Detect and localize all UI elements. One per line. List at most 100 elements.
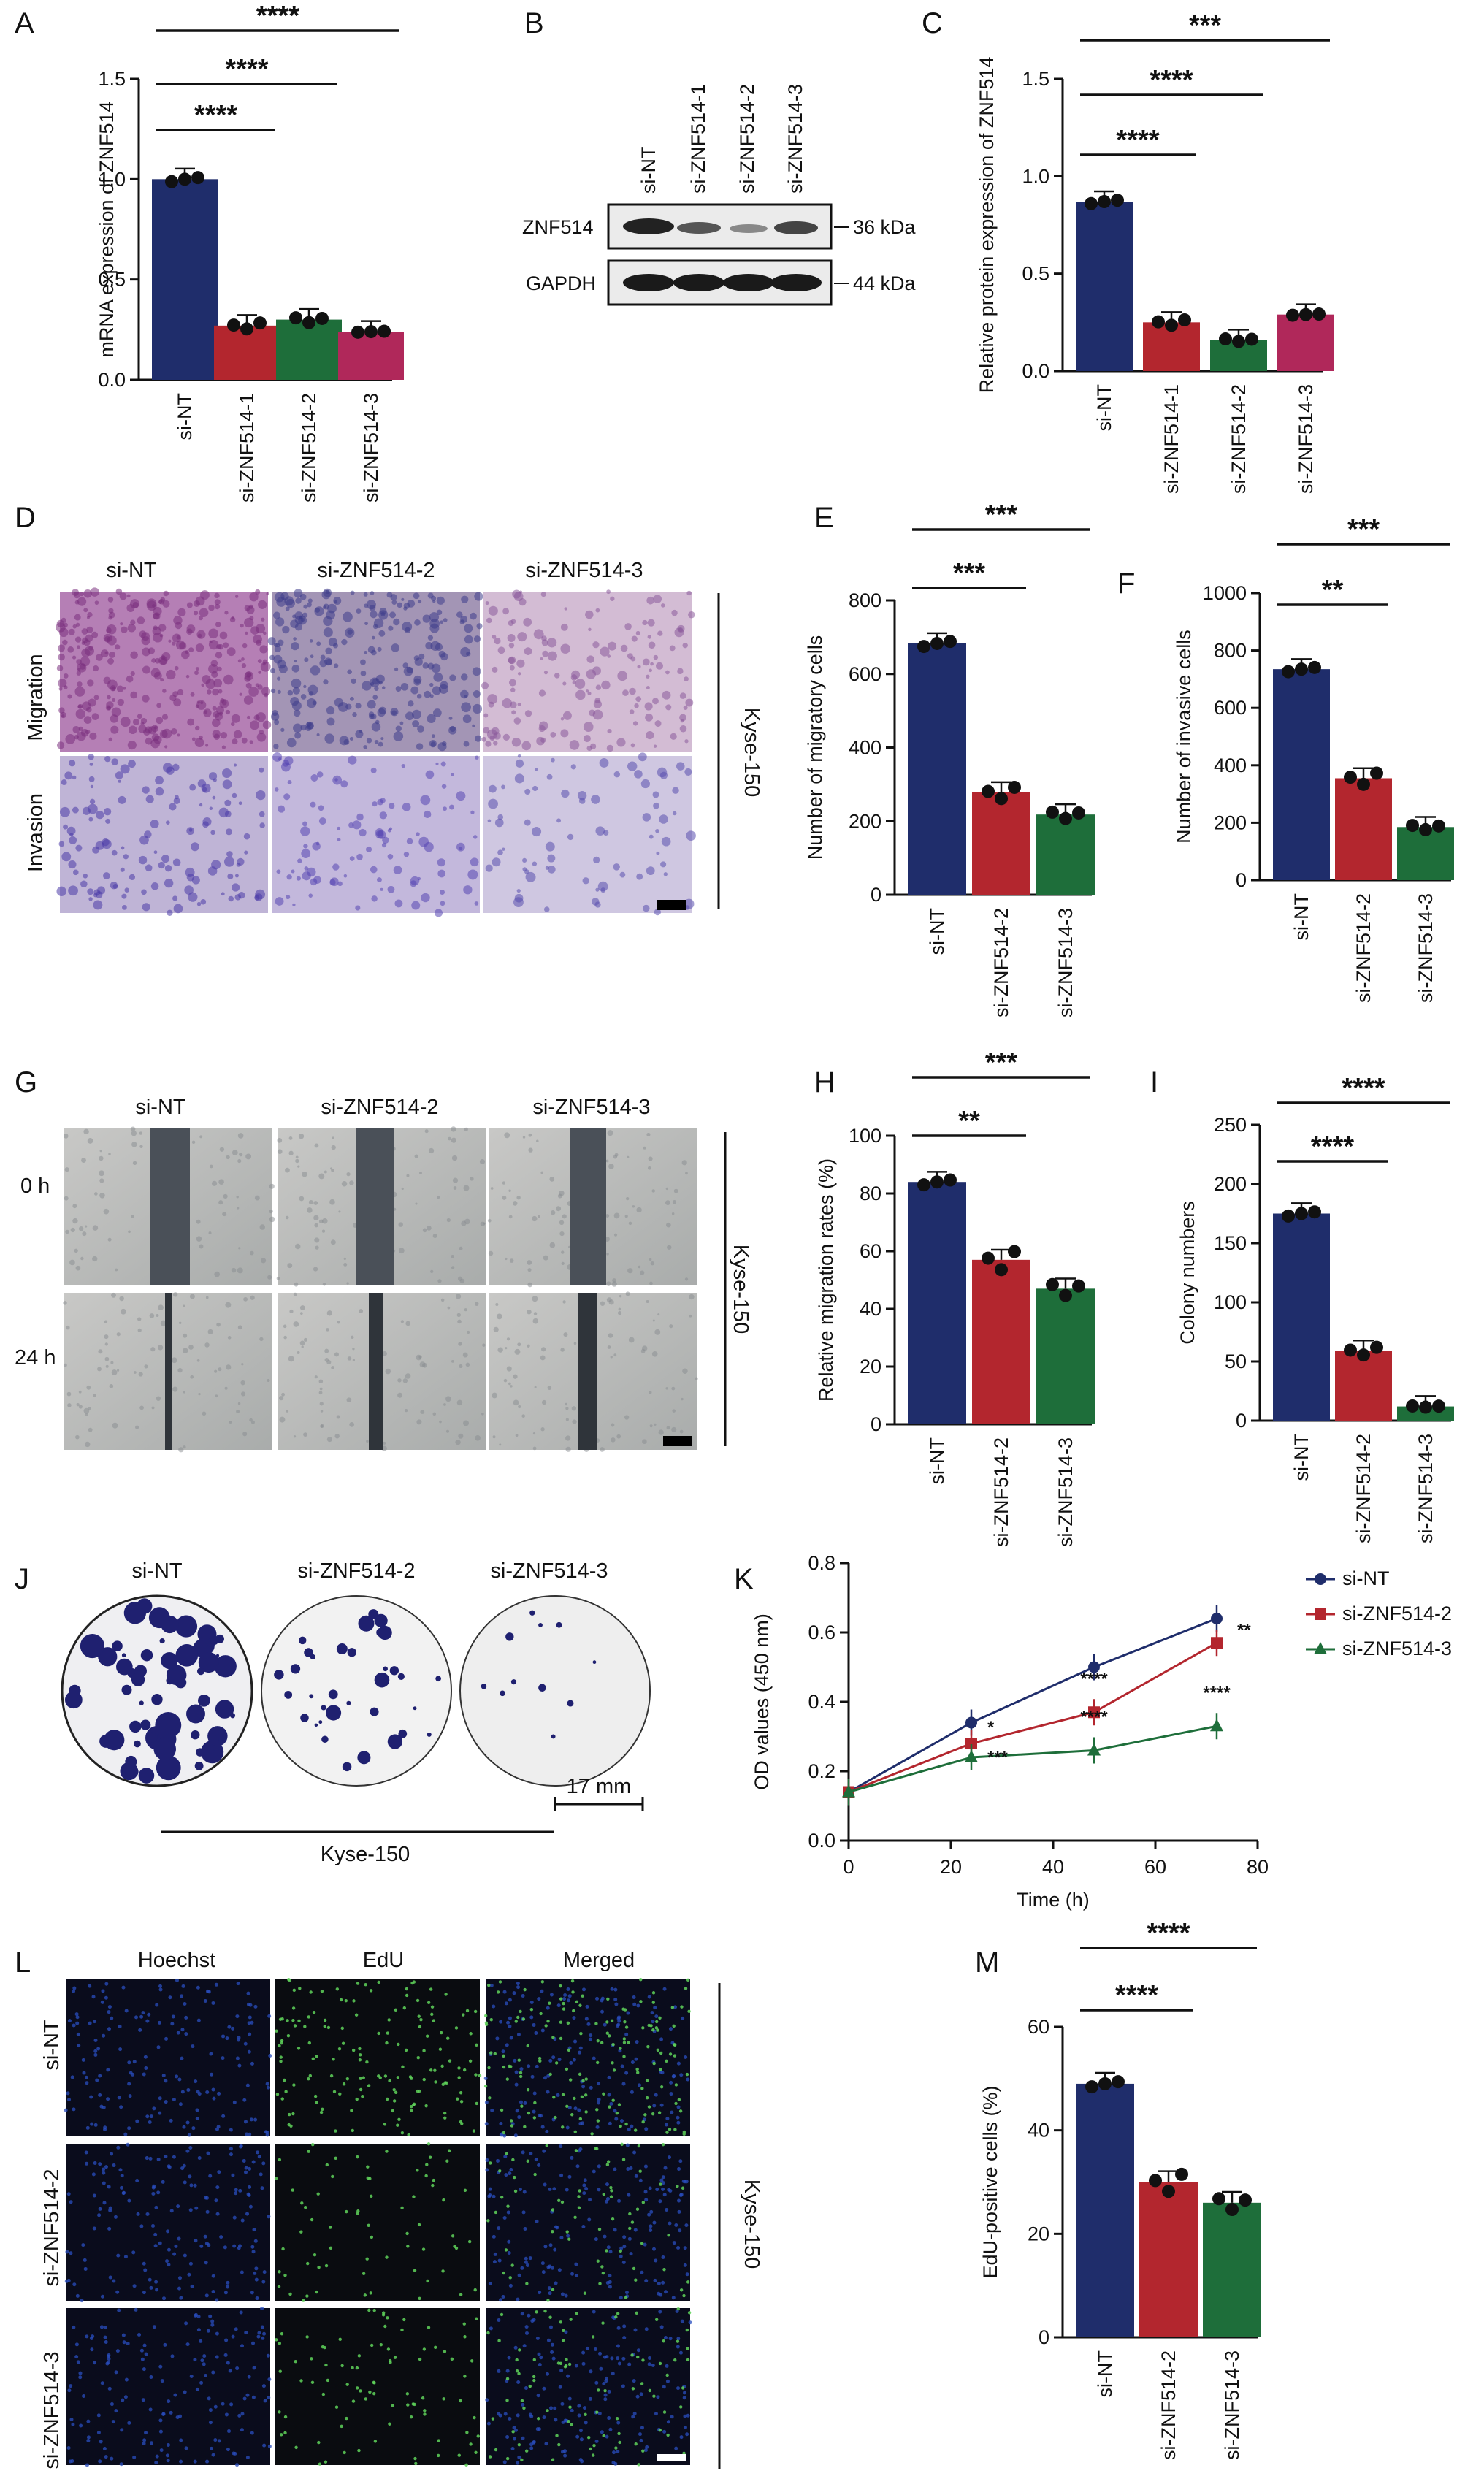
edu-nucleus bbox=[275, 2029, 278, 2033]
nucleus bbox=[542, 2386, 546, 2391]
data-point bbox=[1295, 662, 1308, 676]
cell-spot bbox=[412, 719, 420, 727]
edu-nucleus bbox=[627, 2041, 630, 2044]
edu-nucleus bbox=[489, 2051, 493, 2055]
nucleus bbox=[567, 2396, 572, 2401]
blot-label-znf514: ZNF514 bbox=[522, 216, 594, 238]
cell-spot bbox=[397, 1392, 403, 1398]
cell-spot bbox=[109, 1384, 114, 1388]
nucleus bbox=[249, 2117, 253, 2122]
cell-spot bbox=[274, 719, 280, 725]
cell-spot bbox=[201, 683, 204, 687]
edu-nucleus bbox=[425, 2163, 429, 2166]
edu-nucleus bbox=[356, 2209, 360, 2213]
edu-nucleus bbox=[397, 2117, 401, 2121]
nucleus bbox=[124, 2009, 129, 2013]
nucleus bbox=[172, 2155, 176, 2159]
edu-nucleus bbox=[527, 2111, 531, 2115]
cell-spot bbox=[185, 650, 189, 654]
nucleus bbox=[244, 2331, 248, 2335]
cell-spot bbox=[607, 729, 612, 734]
nucleus bbox=[499, 2298, 503, 2302]
nucleus bbox=[138, 2028, 142, 2032]
cell-spot bbox=[472, 724, 475, 727]
cell-spot bbox=[416, 694, 422, 699]
edu-nucleus bbox=[500, 2312, 504, 2317]
series-line bbox=[848, 1724, 1217, 1793]
nucleus bbox=[251, 2395, 256, 2399]
y-tick-label: 20 bbox=[1028, 2223, 1049, 2245]
cell-spot bbox=[356, 608, 362, 614]
nucleus bbox=[102, 2201, 107, 2205]
cell-spot bbox=[524, 788, 531, 795]
cell-spot bbox=[367, 700, 376, 709]
cell-spot bbox=[504, 1132, 510, 1139]
cell-spot bbox=[463, 741, 470, 747]
cell-spot bbox=[572, 1419, 577, 1424]
edu-nucleus bbox=[293, 2024, 297, 2028]
nucleus bbox=[242, 2158, 246, 2163]
cell-spot bbox=[502, 1181, 506, 1185]
edu-nucleus bbox=[494, 2210, 498, 2215]
edu-nucleus bbox=[641, 2120, 645, 2124]
edu-nucleus bbox=[355, 2097, 359, 2101]
edu-nucleus bbox=[357, 2354, 362, 2358]
edu-nucleus bbox=[620, 2142, 624, 2147]
data-point bbox=[1175, 2167, 1188, 2181]
d-invasion-si-3 bbox=[483, 756, 692, 913]
cell-spot bbox=[130, 619, 136, 625]
cell-spot bbox=[532, 1215, 538, 1222]
nucleus bbox=[169, 2410, 173, 2415]
cell-spot bbox=[83, 608, 88, 613]
edu-nucleus bbox=[605, 2163, 610, 2166]
colony bbox=[156, 1755, 181, 1781]
cell-spot bbox=[371, 895, 378, 902]
cell-spot bbox=[395, 686, 402, 692]
series-marker bbox=[842, 1784, 855, 1798]
sig-label: *** bbox=[987, 1748, 1009, 1768]
cell-spot bbox=[131, 1142, 137, 1147]
edu-nucleus bbox=[334, 2129, 337, 2133]
colony bbox=[218, 1738, 223, 1742]
cell-spot bbox=[443, 618, 448, 622]
nucleus bbox=[546, 2338, 551, 2342]
nucleus bbox=[578, 2121, 583, 2125]
cell-spot bbox=[370, 610, 378, 619]
edu-nucleus bbox=[557, 2198, 561, 2202]
cell-spot bbox=[167, 909, 173, 917]
edu-nucleus bbox=[519, 2009, 522, 2014]
nucleus bbox=[521, 2402, 525, 2407]
cell-spot bbox=[72, 806, 79, 814]
cell-spot bbox=[372, 801, 378, 807]
data-point bbox=[1406, 819, 1419, 833]
cell-spot bbox=[488, 701, 494, 708]
nucleus bbox=[688, 2320, 692, 2325]
cell-spot bbox=[550, 1210, 556, 1215]
g-gap-24h-1 bbox=[165, 1293, 172, 1450]
nucleus bbox=[594, 2380, 599, 2385]
nucleus bbox=[560, 2450, 565, 2454]
cell-spot bbox=[382, 686, 386, 689]
nucleus bbox=[676, 2345, 680, 2349]
cell-spot bbox=[318, 805, 324, 811]
cell-spot bbox=[75, 708, 85, 719]
nucleus bbox=[160, 2379, 164, 2383]
bar bbox=[1203, 2202, 1261, 2337]
edu-nucleus bbox=[637, 2144, 641, 2148]
nucleus bbox=[229, 2147, 233, 2151]
edu-nucleus bbox=[533, 2101, 537, 2105]
edu-nucleus bbox=[423, 2412, 427, 2416]
cell-spot bbox=[646, 1299, 649, 1304]
cell-spot bbox=[269, 1183, 275, 1189]
edu-nucleus bbox=[417, 2089, 421, 2093]
nucleus bbox=[180, 1994, 184, 1998]
d-cell-line: Kyse-150 bbox=[740, 708, 763, 798]
nucleus bbox=[246, 2002, 250, 2006]
cell-spot bbox=[671, 1212, 675, 1215]
nucleus bbox=[215, 2331, 219, 2336]
data-point bbox=[1225, 2203, 1239, 2217]
nucleus bbox=[529, 2414, 534, 2418]
cell-spot bbox=[343, 1262, 348, 1267]
cell-spot bbox=[196, 700, 207, 710]
cell-spot bbox=[321, 1218, 328, 1224]
